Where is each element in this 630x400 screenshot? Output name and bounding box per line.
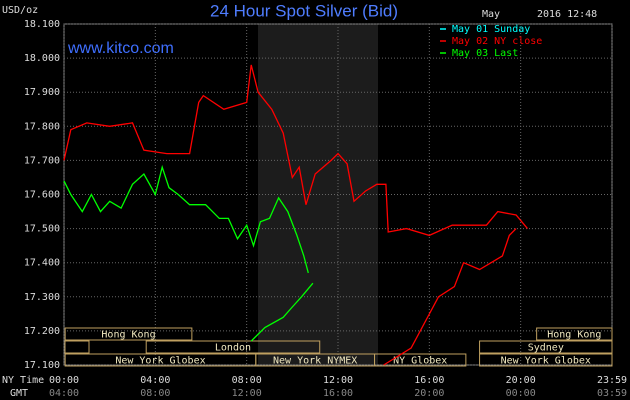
legend-label: May 02 NY close [452, 36, 542, 47]
y-tick-label: 17.100 [24, 360, 60, 371]
gmt-tick-label: 16:00 [323, 388, 353, 399]
session-box [64, 327, 193, 341]
gmt-tick-label: 03:59 [597, 388, 627, 399]
session-label: London [215, 343, 251, 354]
y-tick-label: 17.900 [24, 87, 60, 98]
y-tick-label: 17.800 [24, 121, 60, 132]
session-box [536, 327, 613, 341]
y-tick-label: 17.400 [24, 258, 60, 269]
x-tick-label: 00:00 [49, 375, 79, 386]
x-row-label: NY Time [2, 375, 44, 386]
gmt-tick-label: 00:00 [506, 388, 536, 399]
y-tick-label: 18.000 [24, 53, 60, 64]
series-line [63, 164, 314, 342]
session-label: Sydney [528, 343, 564, 354]
x-tick-label: 08:00 [232, 375, 262, 386]
chart-title: 24 Hour Spot Silver (Bid) [210, 1, 398, 20]
gmt-tick-label: 04:00 [49, 388, 79, 399]
gmt-tick-label: 12:00 [232, 388, 262, 399]
session-label: Hong Kong [547, 330, 601, 341]
watermark: www.kitco.com [67, 40, 174, 57]
x-tick-label: 04:00 [140, 375, 170, 386]
session-box [64, 340, 90, 354]
session-box [374, 353, 467, 367]
x-tick-label: 20:00 [506, 375, 536, 386]
unit-label: USD/oz [2, 5, 38, 16]
y-tick-label: 17.300 [24, 292, 60, 303]
gmt-tick-label: 20:00 [414, 388, 444, 399]
y-tick-label: 17.200 [24, 326, 60, 337]
session-label: Hong Kong [101, 330, 155, 341]
timestamp: 2016 12:48 [537, 9, 597, 20]
session-box [479, 340, 613, 354]
legend-label: May 03 Last [452, 48, 518, 59]
legend-label: May 01 Sunday [452, 24, 530, 35]
session-box [479, 353, 613, 367]
session-box [145, 340, 321, 354]
session-label: New York Globex [501, 356, 591, 367]
nymex-shade [258, 24, 378, 365]
y-tick-label: 17.700 [24, 155, 60, 166]
gmt-tick-label: 08:00 [140, 388, 170, 399]
session-label: New York NYMEX [273, 356, 357, 367]
x-tick-label: 23:59 [597, 375, 627, 386]
session-label: New York Globex [115, 356, 205, 367]
x-tick-label: 16:00 [414, 375, 444, 386]
month-label: May [482, 9, 500, 20]
series-line [63, 64, 528, 366]
x-tick-label: 12:00 [323, 375, 353, 386]
y-tick-label: 17.500 [24, 224, 60, 235]
y-tick-label: 17.600 [24, 190, 60, 201]
y-tick-label: 18.100 [24, 19, 60, 30]
gmt-row-label: GMT [10, 388, 28, 399]
session-label: NY Globex [393, 356, 447, 367]
